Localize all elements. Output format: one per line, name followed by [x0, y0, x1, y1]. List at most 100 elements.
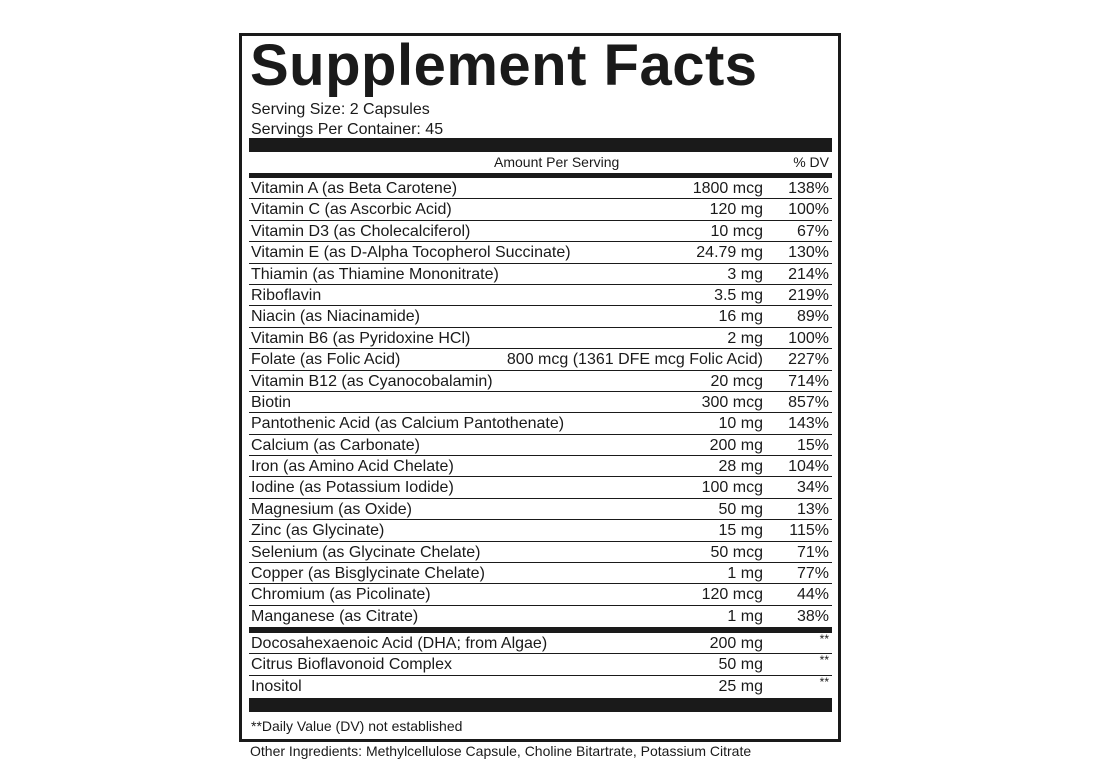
nutrient-amount: 15 mg: [718, 522, 763, 540]
table-row: Vitamin A (as Beta Carotene) 1800 mcg 138%: [249, 178, 832, 200]
nutrient-name: Citrus Bioflavonoid Complex: [251, 656, 452, 674]
nutrient-name: Vitamin B12 (as Cyanocobalamin): [251, 372, 493, 390]
nutrient-dv: **: [819, 674, 829, 689]
nutrient-dv: 143%: [788, 415, 829, 433]
table-row: Docosahexaenoic Acid (DHA; from Algae) 20…: [249, 632, 832, 655]
nutrient-dv: 13%: [796, 500, 829, 518]
thick-divider: [249, 698, 832, 712]
table-row: Magnesium (as Oxide) 50 mg 13%: [249, 499, 832, 521]
nutrient-name: Docosahexaenoic Acid (DHA; from Algae): [251, 635, 548, 652]
table-row: Vitamin E (as D-Alpha Tocopherol Succina…: [249, 242, 832, 264]
other-ingredients: Other Ingredients: Methylcellulose Capsu…: [250, 743, 752, 759]
nutrient-name: Niacin (as Niacinamide): [251, 308, 420, 326]
nutrient-dv: 71%: [796, 543, 829, 561]
nutrient-amount: 1 mg: [727, 607, 763, 625]
nutrient-name: Vitamin D3 (as Cholecalciferol): [251, 222, 471, 240]
nutrient-amount: 200 mg: [709, 635, 763, 652]
table-row: Vitamin B6 (as Pyridoxine HCl) 2 mg 100%: [249, 328, 832, 350]
nutrient-name: Copper (as Bisglycinate Chelate): [251, 565, 485, 583]
table-row: Iodine (as Potassium Iodide) 100 mcg 34%: [249, 477, 832, 499]
table-row: Niacin (as Niacinamide) 16 mg 89%: [249, 306, 832, 328]
nutrient-amount: 50 mg: [718, 656, 763, 674]
nutrient-dv: 38%: [796, 607, 829, 625]
nutrient-amount: 1 mg: [727, 565, 763, 583]
table-row: Folate (as Folic Acid) 800 mcg (1361 DFE …: [249, 349, 832, 371]
nutrient-dv: 138%: [788, 180, 829, 197]
nutrient-amount: 2 mg: [727, 329, 763, 347]
nutrient-amount: 50 mg: [718, 500, 763, 518]
nutrient-name: Pantothenic Acid (as Calcium Pantothenat…: [251, 415, 565, 433]
medium-divider: [249, 627, 832, 633]
table-row: Manganese (as Citrate) 1 mg 38%: [249, 606, 832, 626]
servings-per-container: Servings Per Container: 45: [251, 121, 444, 138]
dv-header: % DV: [793, 154, 829, 170]
nutrient-name: Iodine (as Potassium Iodide): [251, 479, 454, 497]
table-row: Vitamin C (as Ascorbic Acid) 120 mg 100%: [249, 199, 832, 221]
table-row: Citrus Bioflavonoid Complex 50 mg **: [249, 653, 832, 676]
nutrient-amount: 100 mcg: [701, 479, 763, 497]
nutrient-amount: 1800 mcg: [692, 180, 763, 197]
nutrient-amount: 200 mg: [709, 436, 763, 454]
nutrient-name: Calcium (as Carbonate): [251, 436, 420, 454]
nutrient-dv: 44%: [796, 586, 829, 604]
table-row: Selenium (as Glycinate Chelate) 50 mcg 71%: [249, 542, 832, 564]
nutrient-dv: 130%: [788, 244, 829, 262]
nutrient-amount: 800 mcg (1361 DFE mcg Folic Acid): [506, 351, 763, 369]
supplement-facts-panel: Supplement Facts Serving Size: 2 Capsule…: [239, 33, 841, 742]
nutrient-dv: 714%: [788, 372, 829, 390]
medium-divider: [249, 173, 832, 178]
table-row: Thiamin (as Thiamine Mononitrate) 3 mg 214…: [249, 264, 832, 285]
nutrient-name: Vitamin B6 (as Pyridoxine HCl): [251, 329, 471, 347]
nutrient-name: Inositol: [251, 677, 302, 695]
nutrient-name: Vitamin A (as Beta Carotene): [251, 180, 458, 197]
nutrient-dv: 100%: [788, 201, 829, 219]
nutrient-name: Vitamin E (as D-Alpha Tocopherol Succina…: [251, 244, 571, 262]
nutrient-amount: 120 mg: [709, 201, 763, 219]
nutrient-name: Selenium (as Glycinate Chelate): [251, 543, 481, 561]
nutrient-name: Manganese (as Citrate): [251, 607, 419, 625]
table-row: Riboflavin 3.5 mg 219%: [249, 285, 832, 307]
thick-divider: [249, 138, 832, 152]
nutrient-dv: **: [819, 632, 829, 646]
nutrient-dv: 857%: [788, 393, 829, 411]
nutrient-dv: 34%: [796, 479, 829, 497]
table-row: Pantothenic Acid (as Calcium Pantothenat…: [249, 413, 832, 435]
footnote: **Daily Value (DV) not established: [251, 718, 463, 734]
table-row: Vitamin D3 (as Cholecalciferol) 10 mcg 67%: [249, 221, 832, 243]
nutrient-amount: 28 mg: [718, 458, 763, 476]
nutrient-dv: 100%: [788, 329, 829, 347]
nutrient-dv: 214%: [788, 265, 829, 283]
nutrient-amount: 3 mg: [727, 265, 763, 283]
nutrient-name: Zinc (as Glycinate): [251, 522, 385, 540]
nutrient-dv: 15%: [796, 436, 829, 454]
nutrient-dv: 104%: [788, 458, 829, 476]
nutrient-name: Chromium (as Picolinate): [251, 586, 431, 604]
nutrient-dv: 219%: [788, 286, 829, 304]
nutrient-name: Thiamin (as Thiamine Mononitrate): [251, 265, 499, 283]
table-row: Copper (as Bisglycinate Chelate) 1 mg 77%: [249, 563, 832, 585]
nutrient-amount: 24.79 mg: [696, 244, 763, 262]
nutrient-amount: 120 mcg: [701, 586, 763, 604]
nutrient-table: Vitamin A (as Beta Carotene) 1800 mcg 138%…: [249, 178, 832, 626]
nutrient-amount: 50 mcg: [710, 543, 763, 561]
nutrient-name: Folate (as Folic Acid): [251, 351, 401, 369]
table-row: Vitamin B12 (as Cyanocobalamin) 20 mcg 714…: [249, 371, 832, 392]
table-row: Inositol 25 mg **: [249, 674, 832, 696]
table-row: Calcium (as Carbonate) 200 mg 15%: [249, 435, 832, 457]
other-nutrient-table: Docosahexaenoic Acid (DHA; from Algae) 20…: [249, 632, 832, 696]
nutrient-amount: 16 mg: [718, 308, 763, 326]
nutrient-dv: 227%: [788, 351, 829, 369]
table-row: Chromium (as Picolinate) 120 mcg 44%: [249, 584, 832, 606]
nutrient-name: Iron (as Amino Acid Chelate): [251, 458, 454, 476]
amount-per-serving-header: Amount Per Serving: [494, 154, 620, 170]
nutrient-amount: 10 mg: [718, 415, 763, 433]
nutrient-amount: 300 mcg: [701, 393, 763, 411]
nutrient-dv: 77%: [796, 565, 829, 583]
nutrient-name: Vitamin C (as Ascorbic Acid): [251, 201, 452, 219]
panel-title: Supplement Facts: [250, 33, 758, 98]
serving-size: Serving Size: 2 Capsules: [251, 101, 430, 118]
nutrient-name: Magnesium (as Oxide): [251, 500, 412, 518]
nutrient-dv: 115%: [789, 522, 829, 540]
nutrient-dv: 67%: [796, 222, 829, 240]
nutrient-amount: 3.5 mg: [714, 286, 763, 304]
